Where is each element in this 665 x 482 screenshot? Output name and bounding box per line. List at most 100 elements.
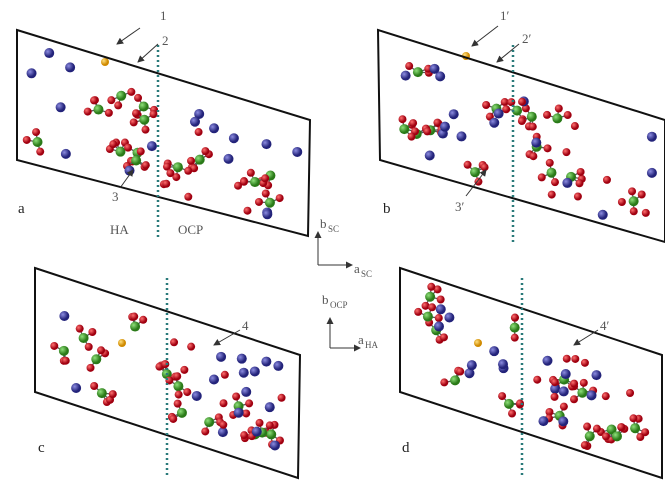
phosphorus-atom [116,91,126,101]
oxygen-atom [221,371,229,379]
phosphorus-atom [546,168,556,178]
oxygen-atom [36,148,44,156]
callout-arrow [117,28,140,44]
oxygen-atom [234,182,242,190]
oxygen-atom [498,392,506,400]
oxygen-atom [173,372,181,380]
oxygen-atom [409,119,417,127]
oxygen-atom [508,409,516,417]
oxygen-atom [32,128,40,136]
phosphorus-atom [33,137,43,147]
oxygen-atom [427,283,435,291]
callout: 1′ [500,8,510,23]
phosphorus-atom [612,431,622,441]
oxygen-atom [435,314,443,322]
oxygen-atom [399,115,407,123]
oxygen-atom [247,169,255,177]
calcium-atom [598,210,608,220]
oxygen-atom [577,168,585,176]
calcium-atom [449,109,459,119]
phosphorus-atom [97,388,107,398]
calcium-atom [59,311,69,321]
calcium-atom [436,304,446,314]
oxygen-atom [560,403,568,411]
calcium-atom [561,369,571,379]
oxygen-atom [642,209,650,217]
phosphorus-atom [470,167,480,177]
oxygen-atom [423,127,431,135]
hydroxyl-atom [101,58,109,66]
calcium-atom [558,416,568,426]
phosphorus-atom [413,67,423,77]
axis-label-sub: HA [365,340,378,350]
phosphorus-atom [91,354,101,364]
calcium-atom [229,133,239,143]
oxygen-atom [23,136,31,144]
region-label: HA [110,222,129,237]
calcium-atom [209,375,219,385]
oxygen-atom [162,180,170,188]
calcium-atom [234,408,244,418]
phosphorus-atom [552,113,562,123]
oxygen-atom [437,295,445,303]
oxygen-atom [240,431,248,439]
phosphorus-atom [177,408,187,418]
oxygen-atom [543,111,551,119]
oxygen-atom [511,314,519,322]
phosphorus-atom [59,346,69,356]
calcium-atom [444,313,454,323]
panel-label: c [38,440,45,456]
calcium-atom [192,391,202,401]
oxygen-atom [626,389,634,397]
figure: a b c d HA OCP 1 2 3 1′ 2′ 3′ 4 4′ b SC … [0,0,665,482]
oxygen-atom [139,316,147,324]
oxygen-atom [90,382,98,390]
phosphorus-atom [510,323,520,333]
calcium-atom [61,149,71,159]
callout: 3′ [455,199,465,214]
calcium-atom [27,68,37,78]
axis-label: a [358,332,364,347]
panel-label: a [18,201,25,217]
phosphorus-atom [93,105,103,115]
calcium-atom [44,48,54,58]
oxygen-atom [571,355,579,363]
phosphorus-atom [577,388,587,398]
hydroxyl-atom [118,339,126,347]
oxygen-atom [414,308,422,316]
calcium-atom [270,440,280,450]
oxygen-atom [262,190,270,198]
oxygen-atom [201,427,209,435]
calcium-atom [647,132,657,142]
oxygen-atom [255,198,263,206]
oxygen-atom [551,378,559,386]
phosphorus-atom [115,147,125,157]
oxygen-atom [602,392,610,400]
oxygen-atom [142,161,150,169]
phosphorus-atom [173,381,183,391]
phosphorus-atom [139,101,149,111]
axis-label-sub: SC [328,224,339,234]
phosphorus-atom [131,155,141,165]
oxygen-atom [618,198,626,206]
calcium-atom [250,366,260,376]
calcium-atom [190,117,200,127]
oxygen-atom [603,176,611,184]
oxygen-atom [570,380,578,388]
oxygen-atom [571,122,579,130]
callout: 1 [160,8,167,23]
oxygen-atom [132,109,140,117]
oxygen-atom [538,173,546,181]
oxygen-atom [97,346,105,354]
oxygen-atom [583,423,591,431]
oxygen-atom [581,359,589,367]
calcium-atom [494,109,504,119]
axis-label-sub: OCP [330,300,348,310]
calcium-atom [56,102,66,112]
calcium-atom [209,123,219,133]
calcium-atom [261,357,271,367]
oxygen-atom [243,207,251,215]
panel-label: d [402,440,410,456]
phosphorus-atom [504,399,514,409]
calcium-atom [237,354,247,364]
